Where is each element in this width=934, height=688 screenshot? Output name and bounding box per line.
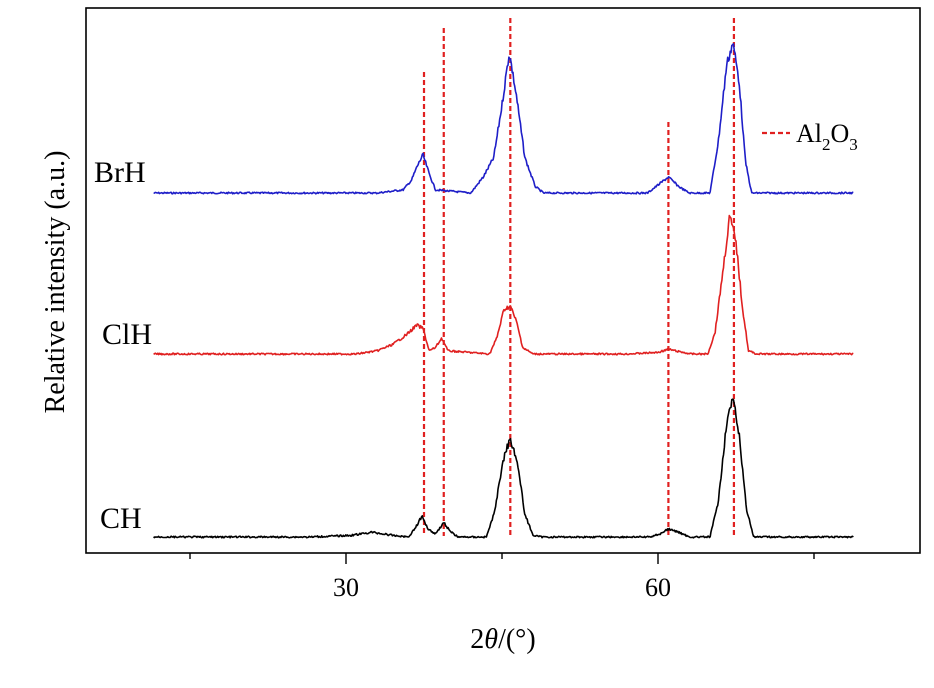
reference-lines	[422, 18, 736, 536]
series-trace-ch	[153, 398, 854, 539]
series-trace-brh	[153, 43, 854, 195]
legend: Al2O3	[762, 119, 858, 154]
series-traces	[153, 43, 854, 539]
y-axis-title: Relative intensity (a.u.)	[40, 151, 71, 414]
plot-frame	[85, 7, 921, 554]
series-label-ch: CH	[100, 502, 142, 535]
x-axis-title: 2θ/(°)	[470, 624, 535, 655]
x-tick-label: 60	[645, 573, 671, 602]
legend-label: Al2O3	[796, 119, 858, 154]
x-axis-ticks: 30 60	[189, 553, 815, 602]
series-label-brh: BrH	[94, 156, 146, 189]
series-trace-clh	[153, 214, 854, 356]
series-label-clh: ClH	[102, 318, 152, 351]
x-tick-label: 30	[333, 573, 359, 602]
